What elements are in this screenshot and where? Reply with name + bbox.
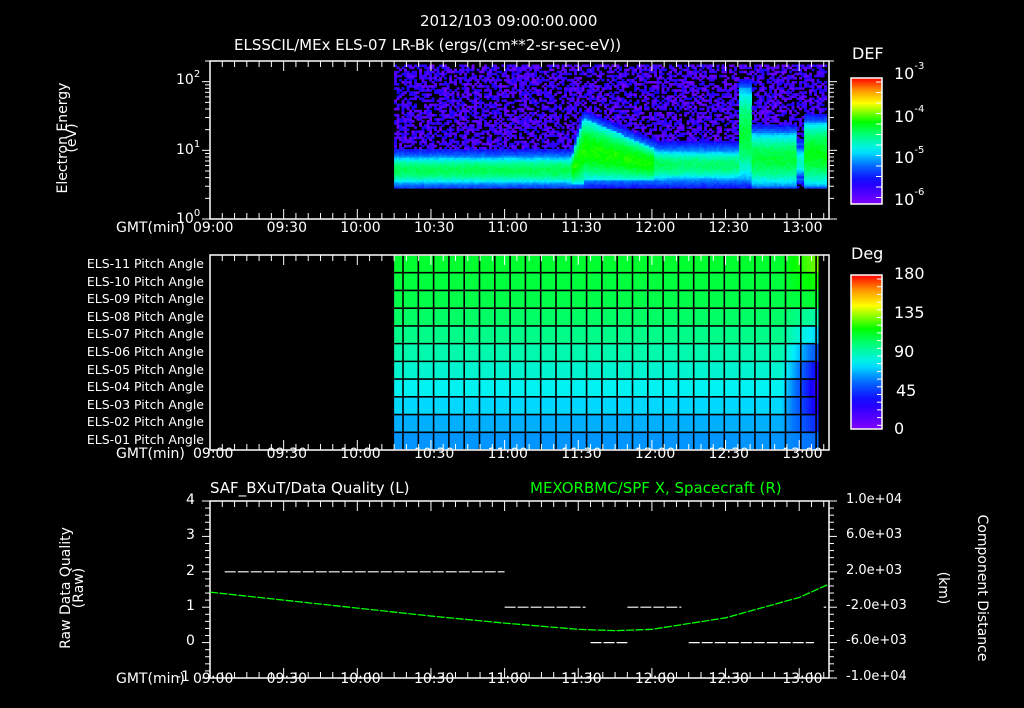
p1-x-tick: 12:00 <box>634 220 676 236</box>
colorbar2 <box>850 274 883 430</box>
panel3-right-ytick: -1.0e+04 <box>846 669 907 684</box>
panel1-ytick-100: 102 <box>176 69 201 88</box>
panel1-frame <box>209 60 830 220</box>
pitch-angle-row-label: ELS-06 Pitch Angle <box>86 344 204 359</box>
panel3-right-ytick: 2.0e+03 <box>846 563 903 578</box>
colorbar1-tick-1e-3: 10-3 <box>894 61 925 83</box>
panel3-left-ytick: 0 <box>186 633 195 649</box>
pitch-angle-row-label: ELS-11 Pitch Angle <box>86 256 204 271</box>
p1-x-tick: 09:30 <box>266 220 307 236</box>
colorbar1-title: DEF <box>852 44 884 63</box>
p2-x-tick: 10:30 <box>413 446 455 462</box>
p3-x-tick: 12:30 <box>708 671 749 687</box>
p2-x-tick: 11:00 <box>487 446 528 462</box>
panel1-ylabel-unit: (eV) <box>64 123 80 153</box>
p2-x-tick: 09:00 <box>193 446 234 462</box>
pitch-angle-grid <box>394 254 819 451</box>
p1-x-axis-label: GMT(min) <box>116 220 185 236</box>
spectrogram <box>394 64 827 189</box>
panel3-ylabel-left-unit: (Raw) <box>71 567 87 609</box>
pitch-angle-row-label: ELS-10 Pitch Angle <box>86 273 204 289</box>
spacecraft-x-line <box>209 583 829 632</box>
p3-x-tick: 13:00 <box>782 671 823 687</box>
panel3-ylabel-right-unit: (km) <box>935 571 951 605</box>
p3-x-tick: 11:00 <box>487 671 528 687</box>
p2-x-tick: 09:30 <box>266 446 307 462</box>
p3-x-tick: 09:00 <box>193 671 234 687</box>
colorbar1-tick-1e-5: 10-5 <box>894 145 925 167</box>
pitch-angle-row-label: ELS-01 Pitch Angle <box>86 432 204 447</box>
plot-title: ELSSCIL/MEx ELS-07 LR-Bk (ergs/(cm**2-sr… <box>234 36 622 54</box>
colorbar2-tick-135: 135 <box>894 303 925 322</box>
panel1-ytick-1: 100 <box>176 208 201 227</box>
plot-timestamp: 2012/103 09:00:00.000 <box>420 12 598 30</box>
colorbar2-tick-180: 180 <box>894 264 925 283</box>
panel1-ytick-10: 101 <box>176 139 201 158</box>
colorbar1-tick-1e-4: 10-4 <box>894 104 925 126</box>
p1-x-tick: 10:30 <box>413 220 455 236</box>
colorbar1-tick-1e-6: 10-6 <box>894 187 925 209</box>
panel2-frame <box>209 254 830 451</box>
panel3-right-ytick: 6.0e+03 <box>846 527 903 542</box>
panel3-right-ytick: 1.0e+04 <box>846 492 903 507</box>
p1-x-tick: 13:00 <box>782 220 823 236</box>
p2-x-axis-label: GMT(min) <box>116 446 185 462</box>
panel3-right-ytick: -6.0e+03 <box>846 633 907 648</box>
p3-x-tick: 12:00 <box>634 671 676 687</box>
p1-x-tick: 09:00 <box>193 220 234 236</box>
panel3-right-title: MEXORBMC/SPF X, Spacecraft (R) <box>530 479 782 497</box>
p2-x-tick: 12:00 <box>634 446 676 462</box>
p3-x-tick: 10:30 <box>413 671 455 687</box>
pitch-angle-row-label: ELS-04 Pitch Angle <box>86 379 204 395</box>
colorbar2-tick-90: 90 <box>894 342 915 361</box>
p3-x-tick: 11:30 <box>561 671 602 687</box>
panel3-left-ytick: 2 <box>186 563 195 579</box>
panel3-left-ytick: 4 <box>186 492 195 508</box>
p2-x-tick: 10:00 <box>340 446 381 462</box>
pitch-angle-row-label: ELS-05 Pitch Angle <box>86 361 204 377</box>
p2-x-tick: 12:30 <box>708 446 749 462</box>
pitch-angle-row-label: ELS-09 Pitch Angle <box>86 291 204 307</box>
p2-x-tick: 11:30 <box>561 446 602 462</box>
panel3-frame <box>209 500 830 679</box>
pitch-angle-row-label: ELS-02 Pitch Angle <box>86 414 204 430</box>
colorbar2-tick-45: 45 <box>896 381 917 400</box>
panel3-left-ytick: 1 <box>186 598 195 614</box>
panel3-left-title: SAF_BXuT/Data Quality (L) <box>210 479 410 497</box>
colorbar2-tick-0: 0 <box>894 419 905 438</box>
p1-x-tick: 11:30 <box>561 220 602 236</box>
panel3-ylabel-right: Component Distance <box>974 514 990 662</box>
panel3-left-ytick: 3 <box>186 527 195 543</box>
pitch-angle-row-label: ELS-08 Pitch Angle <box>86 308 204 324</box>
p1-x-tick: 11:00 <box>487 220 528 236</box>
pitch-angle-row-label: ELS-07 Pitch Angle <box>86 326 204 342</box>
p3-x-tick: 10:00 <box>340 671 381 687</box>
p1-x-tick: 10:00 <box>340 220 381 236</box>
colorbar1 <box>850 77 883 205</box>
p1-x-tick: 12:30 <box>708 220 749 236</box>
panel3-right-ytick: -2.0e+03 <box>846 598 907 613</box>
p3-x-axis-label: GMT(min) <box>116 671 185 687</box>
colorbar2-title: Deg <box>851 244 884 263</box>
p3-x-tick: 09:30 <box>266 671 307 687</box>
pitch-angle-row-label: ELS-03 Pitch Angle <box>86 396 204 412</box>
panel3-left-ytick: -1 <box>176 669 190 685</box>
p2-x-tick: 13:00 <box>782 446 823 462</box>
